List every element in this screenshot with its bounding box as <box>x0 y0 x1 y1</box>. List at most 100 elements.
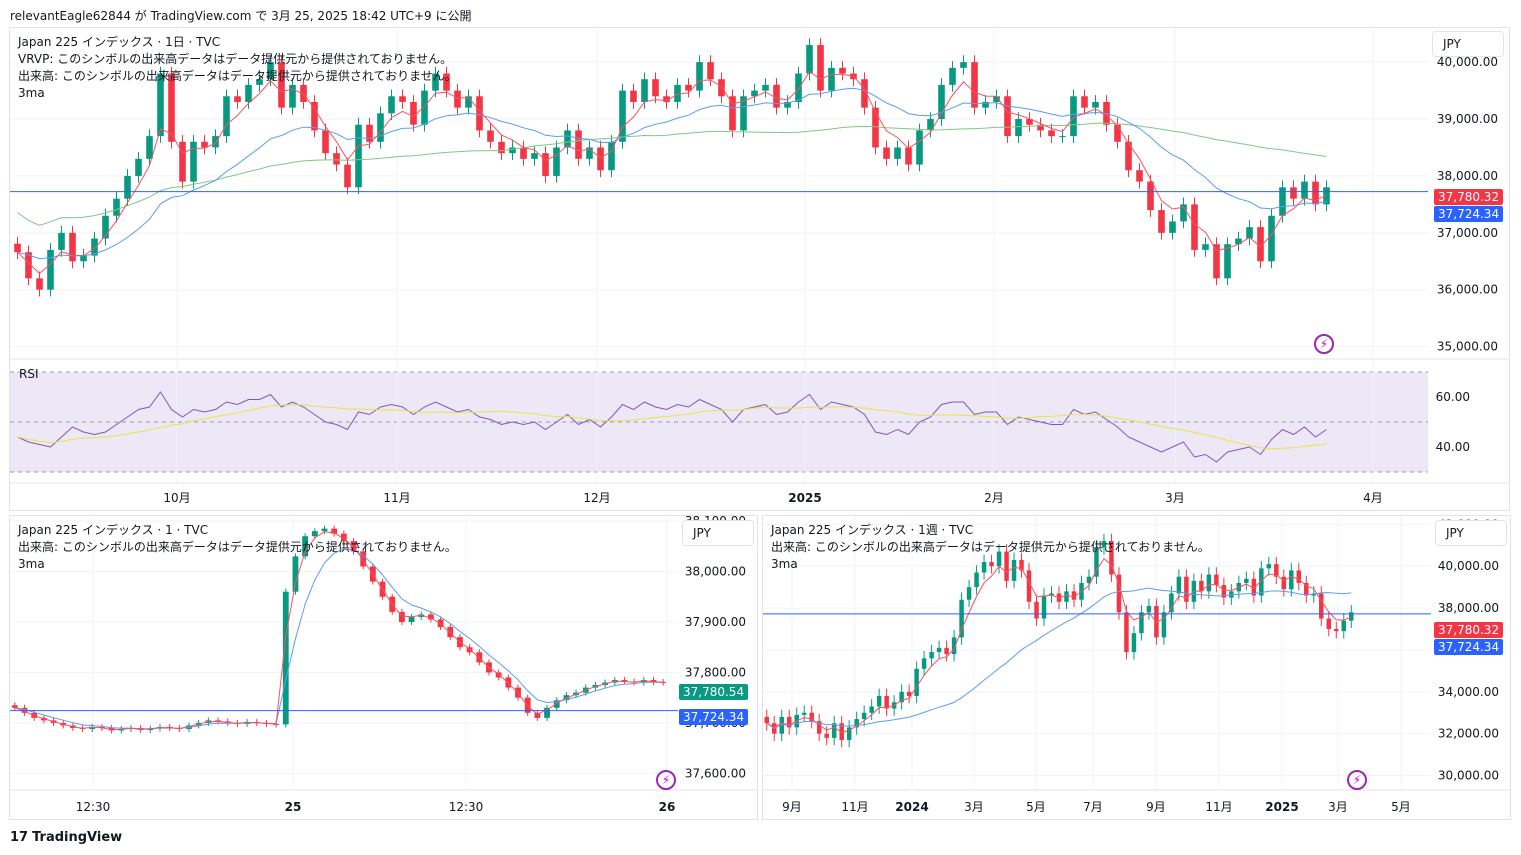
weekly-candle <box>1326 618 1332 630</box>
intraday-ma-short-line <box>14 531 664 731</box>
weekly-candle <box>1349 612 1354 621</box>
weekly-candle <box>966 587 972 600</box>
weekly-candle <box>1259 568 1264 596</box>
weekly-candle <box>801 712 807 715</box>
daily-candle <box>784 101 791 108</box>
daily-time-label: 11月 <box>383 491 410 505</box>
daily-candle <box>938 84 945 120</box>
weekly-chart-panel[interactable]: Japan 225 インデックス · 1週 · TVC 出来高: このシンボルの… <box>762 515 1511 820</box>
weekly-candle <box>1041 595 1047 619</box>
daily-candle <box>1015 119 1022 137</box>
daily-candle <box>1059 136 1066 138</box>
weekly-candle <box>951 637 957 655</box>
weekly-candle <box>779 716 784 734</box>
intraday-candle <box>428 614 434 620</box>
daily-candle <box>1180 204 1187 222</box>
weekly-candle <box>1019 559 1024 571</box>
daily-candle <box>399 96 406 102</box>
daily-ma-mid-line <box>17 87 1327 260</box>
daily-candle <box>1257 227 1264 262</box>
intraday-candle <box>321 528 328 532</box>
intraday-price-tick: 37,800.00 <box>685 665 746 679</box>
daily-hline-price-tag: 37,724.34 <box>1434 206 1504 222</box>
weekly-candle <box>1274 564 1279 577</box>
daily-chart-panel[interactable]: Japan 225 インデックス · 1日 · TVC VRVP: このシンボル… <box>9 27 1510 511</box>
weekly-candle <box>1026 570 1032 602</box>
daily-candle <box>1114 124 1121 142</box>
weekly-candle <box>899 691 904 703</box>
intraday-candle <box>437 619 444 628</box>
weekly-candle <box>1131 633 1137 653</box>
daily-candle <box>344 164 351 188</box>
intraday-candle <box>340 533 347 542</box>
weekly-candle <box>981 562 987 573</box>
daily-currency-button[interactable]: JPY <box>1432 31 1504 57</box>
daily-candle <box>718 79 725 97</box>
daily-candle <box>333 153 340 165</box>
daily-candle <box>1136 170 1143 182</box>
weekly-candle <box>839 723 844 740</box>
weekly-candle <box>1176 576 1182 594</box>
intraday-candle <box>524 697 531 713</box>
daily-candle <box>1092 101 1099 108</box>
daily-candle <box>113 198 120 216</box>
intraday-ma-mid-line <box>14 548 664 730</box>
daily-candle <box>157 73 164 137</box>
daily-candle <box>36 278 43 290</box>
weekly-candle <box>1094 547 1099 577</box>
weekly-chart-svg[interactable]: 42,000.0040,000.0038,000.0036,000.0034,0… <box>763 516 1510 819</box>
weekly-hline-price-tag: 37,724.34 <box>1434 639 1504 655</box>
intraday-candle <box>447 627 454 638</box>
daily-candle <box>278 62 285 108</box>
daily-candle <box>1268 215 1275 262</box>
daily-candle <box>1246 227 1253 239</box>
daily-candle <box>1004 96 1011 137</box>
daily-chart-svg[interactable]: 40,000.00 39,000.00 38,000.00 37,000.00 36,0… <box>10 28 1509 510</box>
weekly-candle <box>974 572 979 588</box>
intraday-candle <box>398 611 405 622</box>
weekly-candle <box>1049 593 1054 596</box>
daily-price-tick: 35,000.00 <box>1437 340 1498 354</box>
intraday-candle <box>544 707 550 718</box>
daily-candle <box>454 90 461 108</box>
tradingview-footer[interactable]: 17 TradingView <box>10 830 122 845</box>
intraday-candle <box>118 728 125 731</box>
daily-candle <box>1312 181 1319 205</box>
daily-candle <box>498 141 505 154</box>
weekly-currency-button[interactable]: JPY <box>1435 520 1507 546</box>
daily-time-label: 3月 <box>1165 491 1185 505</box>
intraday-lightning-icon[interactable]: ⚡ <box>656 770 676 790</box>
daily-candle <box>1202 244 1209 250</box>
daily-candle <box>674 84 681 102</box>
weekly-candle <box>1034 601 1039 619</box>
daily-time-label: 12月 <box>583 491 610 505</box>
daily-candle <box>740 96 747 131</box>
weekly-candle <box>1296 570 1302 583</box>
intraday-currency-button[interactable]: JPY <box>682 520 754 546</box>
daily-candle <box>916 130 923 165</box>
weekly-lightning-icon[interactable]: ⚡ <box>1347 770 1367 790</box>
intraday-chart-panel[interactable]: Japan 225 インデックス · 1 · TVC 出来高: このシンボルの出… <box>9 515 758 820</box>
daily-candle <box>190 141 197 182</box>
weekly-candle <box>1139 612 1144 634</box>
weekly-ma-mid-line <box>766 587 1352 729</box>
weekly-time-label: 2024 <box>895 800 928 814</box>
daily-lightning-icon[interactable]: ⚡ <box>1314 334 1334 354</box>
weekly-candle <box>1169 593 1174 613</box>
daily-candle <box>168 73 175 142</box>
daily-candle <box>949 67 956 85</box>
intraday-chart-svg[interactable]: 38,100.0038,000.0037,900.0037,800.0037,7… <box>10 516 757 819</box>
weekly-candle <box>1206 574 1212 592</box>
weekly-candle <box>876 696 882 707</box>
daily-candle <box>1169 221 1176 233</box>
weekly-price-tick: 34,000.00 <box>1438 685 1499 699</box>
daily-candle <box>982 101 989 108</box>
daily-candle <box>14 243 21 253</box>
daily-candle <box>894 147 901 159</box>
intraday-candle <box>311 531 318 537</box>
intraday-candle <box>292 556 299 592</box>
weekly-candle <box>831 723 837 738</box>
weekly-candle <box>1341 620 1347 632</box>
weekly-candle <box>1199 580 1204 592</box>
daily-candle <box>432 73 439 91</box>
